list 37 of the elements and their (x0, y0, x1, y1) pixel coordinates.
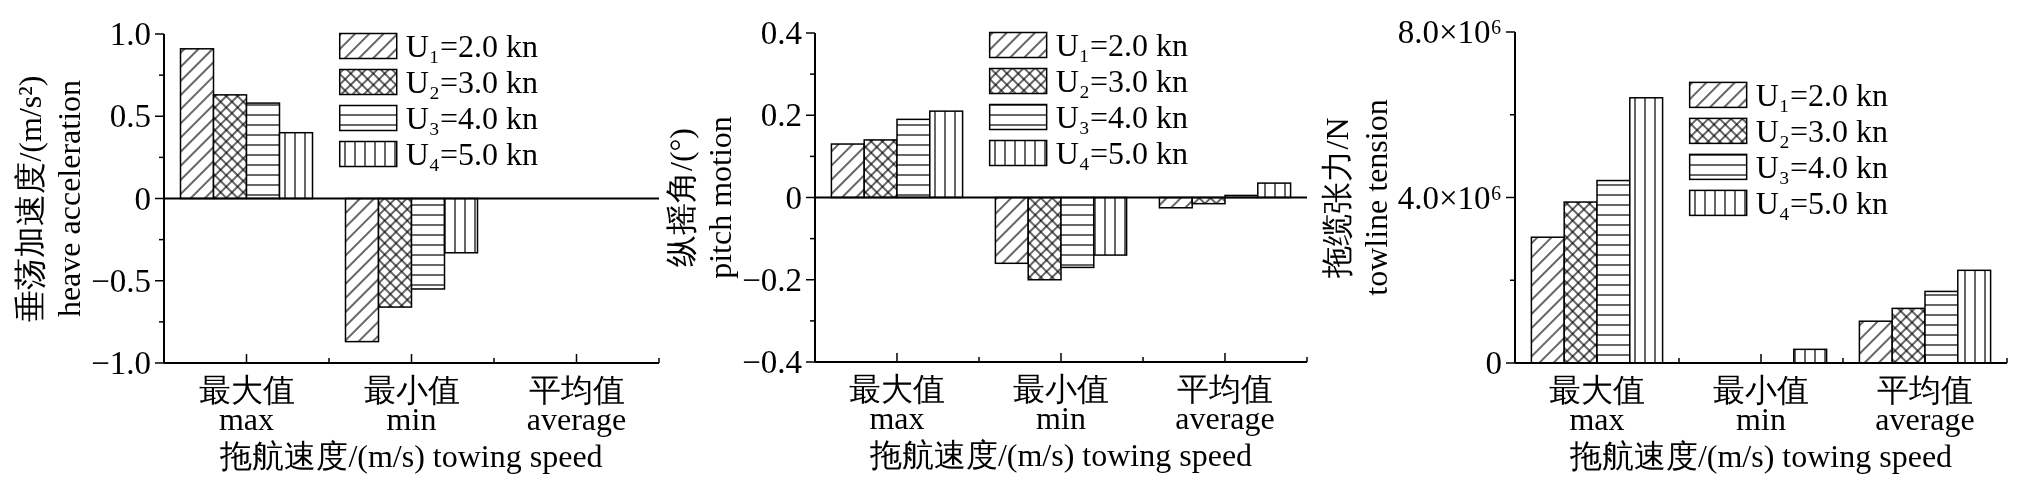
ytick-label: 1.0 (109, 16, 151, 52)
legend-label: U₄=5.0 kn (1055, 135, 1188, 171)
ylabel: 纵摇角/(°) (663, 128, 700, 267)
legend-label: U₃=4.0 kn (1755, 148, 1888, 185)
ytick-label: −1.0 (91, 345, 151, 381)
legend-label: U₁=2.0 kn (1055, 27, 1188, 63)
ytick-label: 0 (785, 179, 802, 216)
ylabel: 垂荡加速度/(m/s²) (12, 75, 49, 322)
ylabel: towline tension (1357, 99, 1394, 296)
legend-label: U₂=3.0 kn (1055, 63, 1188, 99)
ytick-label: 4.0×10⁶ (1397, 179, 1502, 216)
xlabel: 拖航速度/(m/s) towing speed (220, 438, 603, 474)
xtick-label: 平均值 (1877, 372, 1973, 408)
ylabel: 拖缆张力/N (1318, 117, 1355, 278)
ytick-label: 0 (1485, 345, 1502, 381)
xtick-label: 平均值 (1177, 371, 1273, 407)
ytick-label: 0.5 (109, 98, 151, 135)
ytick-label: −0.4 (742, 344, 802, 380)
ytick-label: 0.4 (760, 15, 802, 51)
ytick-label: −0.2 (742, 261, 802, 298)
ytick-label: 0 (134, 180, 151, 217)
legend-label: U₁=2.0 kn (1755, 76, 1888, 113)
legend-label: U₂=3.0 kn (1755, 112, 1888, 149)
ylabel: heave acceleration (51, 79, 88, 318)
xlabel: 拖航速度/(m/s) towing speed (869, 437, 1253, 473)
xlabel: 拖航速度/(m/s) towing speed (1569, 438, 1953, 474)
ytick-label: 0.2 (760, 97, 802, 134)
ylabel: pitch motion (702, 116, 739, 279)
legend-label: U₃=4.0 kn (1055, 99, 1188, 135)
legend-label: U₁=2.0 kn (405, 28, 539, 64)
legend-label: U₄=5.0 kn (405, 136, 539, 172)
ytick-label: −0.5 (91, 262, 151, 299)
xtick-label: 平均值 (528, 372, 625, 408)
legend-label: U₃=4.0 kn (405, 100, 539, 136)
legend-label: U₄=5.0 kn (1755, 184, 1888, 221)
legend-label: U₂=3.0 kn (405, 64, 539, 100)
ytick-label: 8.0×10⁶ (1397, 14, 1502, 50)
